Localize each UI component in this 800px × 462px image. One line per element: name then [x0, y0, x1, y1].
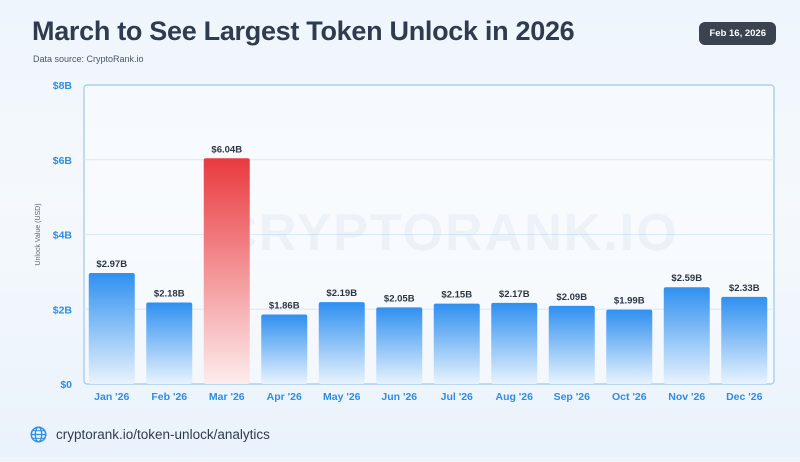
- data-label: $2.17B: [499, 289, 530, 300]
- x-tick-label: Apr '26: [267, 391, 302, 403]
- bar: [548, 305, 595, 384]
- data-label: $2.15B: [441, 290, 472, 301]
- y-axis-label: Unlock Value (USD): [35, 203, 42, 265]
- bar: [146, 302, 193, 384]
- x-tick-label: Oct '26: [612, 391, 647, 403]
- bar: [376, 307, 423, 384]
- footer-url[interactable]: cryptorank.io/token-unlock/analytics: [56, 427, 270, 442]
- x-tick-label: Jun '26: [381, 391, 417, 403]
- x-tick-label: Mar '26: [209, 391, 245, 403]
- bar: [88, 272, 135, 384]
- data-label: $2.18B: [154, 289, 185, 300]
- footer: cryptorank.io/token-unlock/analytics: [30, 426, 270, 443]
- y-tick-label: $0: [60, 379, 72, 391]
- x-tick-label: Aug '26: [495, 391, 533, 403]
- data-label: $1.99B: [614, 296, 645, 307]
- y-tick-label: $6B: [53, 155, 73, 167]
- data-label: $2.97B: [96, 259, 127, 270]
- data-label: $2.19B: [326, 288, 357, 299]
- data-source: Data source: CryptoRank.io: [33, 54, 144, 64]
- data-label: $2.59B: [671, 273, 702, 284]
- chart-title: March to See Largest Token Unlock in 202…: [32, 16, 575, 46]
- data-label: $2.33B: [729, 283, 760, 294]
- globe-icon: [30, 426, 47, 443]
- x-tick-label: Feb '26: [151, 391, 187, 403]
- x-tick-label: Dec '26: [726, 391, 763, 403]
- bar: [433, 303, 480, 384]
- bar: [721, 296, 768, 384]
- data-label: $6.04B: [211, 144, 242, 155]
- y-tick-label: $2B: [53, 304, 73, 316]
- x-tick-label: Jan '26: [94, 391, 129, 403]
- y-tick-label: $8B: [53, 80, 73, 92]
- x-tick-label: May '26: [323, 391, 361, 403]
- date-badge: Feb 16, 2026: [699, 22, 776, 45]
- bar: [663, 287, 710, 384]
- y-tick-label: $4B: [53, 230, 73, 242]
- x-tick-label: Nov '26: [668, 391, 705, 403]
- data-label: $2.05B: [384, 293, 415, 304]
- x-tick-label: Jul '26: [441, 391, 473, 403]
- data-label: $1.86B: [269, 300, 300, 311]
- bar: [318, 302, 365, 384]
- x-tick-label: Sep '26: [554, 391, 591, 403]
- bar: [491, 302, 538, 384]
- bar: [261, 314, 308, 384]
- bar: [203, 158, 250, 384]
- watermark: CRYPTORANK.IO: [219, 204, 678, 262]
- bar: [606, 309, 653, 384]
- data-label: $2.09B: [556, 292, 587, 303]
